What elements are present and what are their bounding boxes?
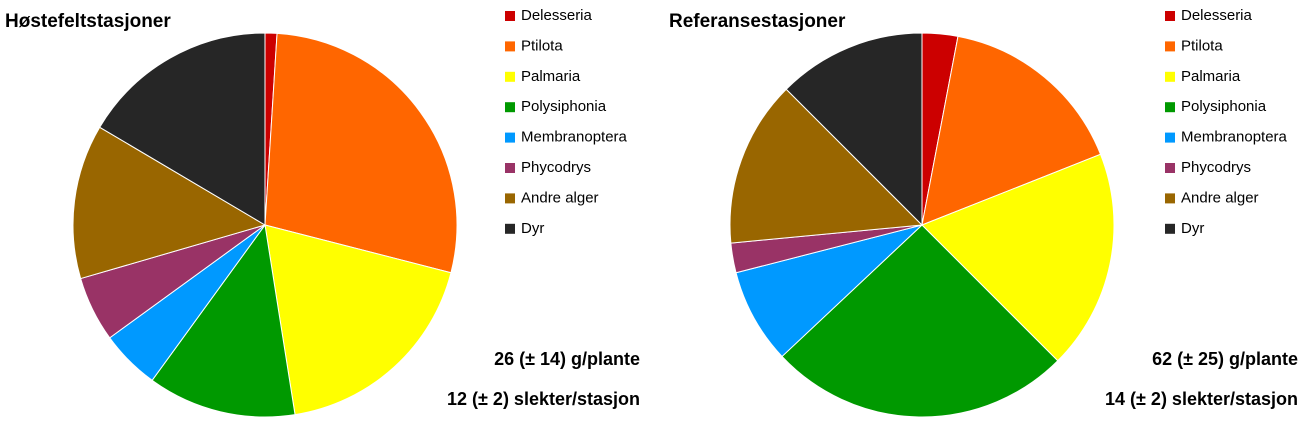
legend-swatch (505, 223, 515, 234)
pie-slice (99, 32, 266, 226)
pie-slice (921, 35, 1102, 226)
legend-label: Palmaria (1181, 68, 1241, 85)
legend-swatch (505, 11, 515, 21)
chart-title: Referansestasjoner (669, 11, 846, 32)
pie-slice (781, 224, 1059, 418)
legend-label: Dyr (521, 220, 544, 237)
pie-slice (729, 88, 924, 244)
legend-swatch (1165, 71, 1175, 82)
legend-label: Polysiphonia (1181, 98, 1267, 115)
legend-label: Membranoptera (1181, 129, 1288, 146)
legend-swatch (1165, 102, 1175, 113)
legend-swatch (1165, 163, 1175, 173)
annotation: 26 (± 14) g/plante (494, 349, 640, 369)
legend-label: Phycodrys (521, 159, 591, 176)
pie-slice (735, 224, 923, 358)
legend-label: Delesseria (1181, 7, 1253, 24)
legend-label: Andre alger (521, 189, 599, 206)
pie-slice (264, 224, 452, 416)
legend-swatch (1165, 193, 1175, 204)
legend-swatch (1165, 41, 1175, 52)
legend-label: Dyr (1181, 220, 1204, 237)
pie-slice (785, 32, 923, 227)
legend-swatch (1165, 132, 1175, 143)
pie-slice (72, 126, 267, 280)
annotation: 62 (± 25) g/plante (1152, 349, 1298, 369)
legend-swatch (505, 41, 515, 52)
legend-label: Palmaria (521, 68, 581, 85)
legend-swatch (505, 193, 515, 204)
annotation: 12 (± 2) slekter/stasjon (447, 389, 640, 409)
annotation: 14 (± 2) slekter/stasjon (1105, 389, 1298, 409)
legend-label: Andre alger (1181, 189, 1259, 206)
legend-swatch (505, 163, 515, 173)
legend-label: Delesseria (521, 7, 593, 24)
pie-slice (921, 153, 1115, 362)
legend-label: Phycodrys (1181, 159, 1251, 176)
legend-swatch (505, 132, 515, 143)
legend-swatch (1165, 223, 1175, 234)
legend-label: Membranoptera (521, 129, 628, 146)
legend-label: Ptilota (1181, 37, 1223, 54)
pie-slice (151, 223, 296, 418)
legend-swatch (505, 71, 515, 82)
legend-label: Ptilota (521, 37, 563, 54)
pie-slice (264, 32, 458, 274)
legend-swatch (505, 102, 515, 113)
chart-title: Høstefeltstasjoner (5, 11, 171, 32)
legend-swatch (1165, 11, 1175, 21)
legend-label: Polysiphonia (521, 98, 607, 115)
